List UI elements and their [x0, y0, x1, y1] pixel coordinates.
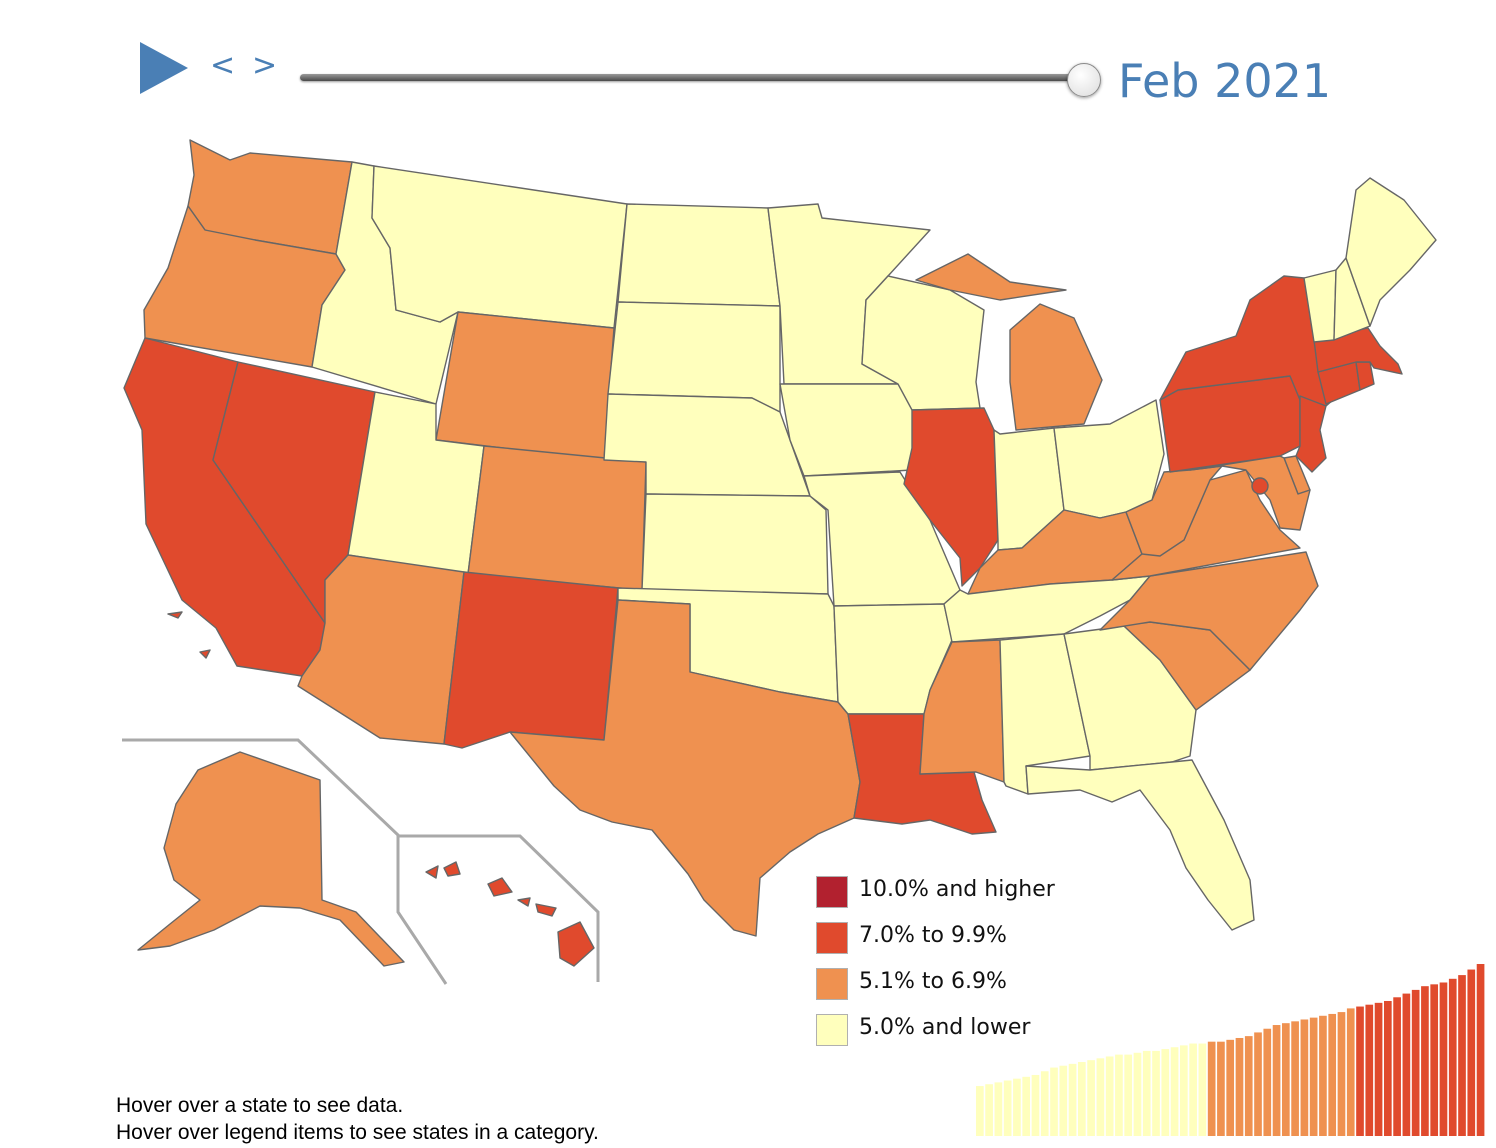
state-wyoming[interactable]	[435, 311, 615, 461]
distribution-bar[interactable]	[1068, 1063, 1077, 1136]
legend-swatch	[816, 968, 848, 1000]
legend-label: 10.0% and higher	[859, 877, 1055, 902]
distribution-bar[interactable]	[1300, 1019, 1309, 1136]
distribution-bar[interactable]	[1374, 1002, 1383, 1136]
legend-label: 7.0% to 9.9%	[859, 923, 1007, 948]
distribution-bar[interactable]	[1291, 1021, 1299, 1136]
hover-legend-hint: Hover over legend items to see states in…	[116, 1121, 599, 1144]
timeline-slider-knob[interactable]	[1067, 63, 1101, 97]
legend-label: 5.1% to 6.9%	[859, 969, 1007, 994]
play-icon[interactable]	[138, 40, 190, 96]
state-colorado[interactable]	[467, 445, 647, 591]
state-north-dakota[interactable]	[617, 203, 781, 307]
distribution-bar[interactable]	[1124, 1054, 1133, 1136]
distribution-bar[interactable]	[1031, 1074, 1040, 1136]
distribution-bar[interactable]	[1319, 1015, 1327, 1136]
state-rate-distribution	[976, 964, 1485, 1136]
state-texas[interactable]	[509, 599, 861, 937]
distribution-bar[interactable]	[1421, 986, 1429, 1136]
distribution-bar[interactable]	[1328, 1013, 1337, 1136]
state-maine[interactable]	[1345, 177, 1437, 327]
distribution-bar[interactable]	[985, 1084, 993, 1136]
legend-swatch	[816, 922, 848, 954]
state-tennessee[interactable]	[943, 575, 1151, 643]
hover-state-hint: Hover over a state to see data.	[116, 1094, 404, 1117]
state-michigan[interactable]	[915, 253, 1103, 431]
distribution-bar[interactable]	[1050, 1067, 1058, 1136]
state-maryland[interactable]	[1189, 455, 1311, 531]
distribution-bar[interactable]	[1096, 1058, 1105, 1136]
distribution-bar[interactable]	[1013, 1078, 1021, 1136]
distribution-bar[interactable]	[1458, 975, 1466, 1136]
distribution-bar[interactable]	[1133, 1052, 1142, 1136]
state-north-carolina[interactable]	[1099, 551, 1319, 671]
distribution-bar[interactable]	[1022, 1076, 1031, 1136]
distribution-bar[interactable]	[1411, 989, 1420, 1136]
distribution-bar[interactable]	[1448, 978, 1457, 1136]
distribution-bar[interactable]	[1346, 1008, 1355, 1136]
distribution-bar[interactable]	[1244, 1036, 1253, 1136]
state-district-of-columbia[interactable]	[1251, 477, 1269, 495]
next-month-button[interactable]: >	[252, 48, 278, 83]
legend-label: 5.0% and lower	[859, 1015, 1031, 1040]
state-montana[interactable]	[371, 165, 628, 329]
distribution-bar[interactable]	[1272, 1025, 1281, 1136]
state-illinois[interactable]	[903, 407, 999, 587]
distribution-bar[interactable]	[1161, 1049, 1170, 1136]
state-hawaii[interactable]	[425, 861, 595, 967]
distribution-bar[interactable]	[1254, 1032, 1262, 1136]
distribution-bar[interactable]	[1170, 1047, 1179, 1136]
distribution-bar[interactable]	[976, 1086, 984, 1136]
state-new-mexico[interactable]	[443, 571, 619, 749]
distribution-bar[interactable]	[1356, 1006, 1364, 1136]
distribution-bar[interactable]	[1476, 964, 1485, 1136]
current-date-label: Feb 2021	[1118, 54, 1332, 108]
hawaii-inset-frame	[398, 834, 600, 982]
previous-month-button[interactable]: <	[210, 48, 236, 83]
distribution-bar[interactable]	[1384, 1000, 1392, 1136]
distribution-bar[interactable]	[1430, 984, 1439, 1136]
state-alaska[interactable]	[137, 751, 405, 967]
distribution-bar[interactable]	[1309, 1017, 1318, 1136]
distribution-bar[interactable]	[1059, 1065, 1068, 1136]
distribution-bar[interactable]	[1263, 1028, 1272, 1136]
state-west-virginia[interactable]	[1125, 465, 1223, 557]
distribution-bar[interactable]	[1217, 1041, 1225, 1136]
distribution-bar[interactable]	[1226, 1039, 1235, 1136]
distribution-bar[interactable]	[1152, 1050, 1160, 1136]
legend-swatch	[816, 876, 848, 908]
distribution-bar[interactable]	[1040, 1071, 1049, 1136]
state-wisconsin[interactable]	[861, 275, 985, 411]
distribution-bar[interactable]	[1115, 1054, 1123, 1136]
distribution-bar[interactable]	[1198, 1043, 1207, 1136]
distribution-bar[interactable]	[1078, 1062, 1086, 1136]
state-kansas[interactable]	[641, 493, 829, 595]
distribution-bar[interactable]	[1365, 1004, 1374, 1136]
distribution-bar[interactable]	[1282, 1023, 1290, 1136]
state-florida[interactable]	[1025, 759, 1255, 931]
distribution-bar[interactable]	[1402, 993, 1411, 1136]
distribution-bar[interactable]	[1003, 1080, 1012, 1136]
timeline-controls: < > Feb 2021	[0, 0, 1496, 120]
distribution-bar[interactable]	[1439, 982, 1448, 1136]
distribution-bar[interactable]	[1142, 1050, 1151, 1136]
state-new-jersey[interactable]	[1295, 395, 1327, 473]
state-rhode-island[interactable]	[1355, 361, 1375, 391]
distribution-bar[interactable]	[1393, 997, 1401, 1136]
distribution-bar[interactable]	[1207, 1041, 1216, 1136]
timeline-slider-track[interactable]	[300, 74, 1086, 81]
distribution-bar[interactable]	[1235, 1037, 1244, 1136]
distribution-bar[interactable]	[1467, 969, 1476, 1136]
distribution-bar[interactable]	[1105, 1056, 1114, 1136]
state-california-islands[interactable]	[167, 611, 211, 659]
distribution-bar[interactable]	[994, 1082, 1003, 1136]
distribution-bar[interactable]	[1180, 1045, 1188, 1136]
distribution-bar[interactable]	[1189, 1043, 1197, 1136]
legend-swatch	[816, 1014, 848, 1046]
distribution-bar[interactable]	[1087, 1060, 1095, 1136]
distribution-bar[interactable]	[1337, 1012, 1346, 1136]
